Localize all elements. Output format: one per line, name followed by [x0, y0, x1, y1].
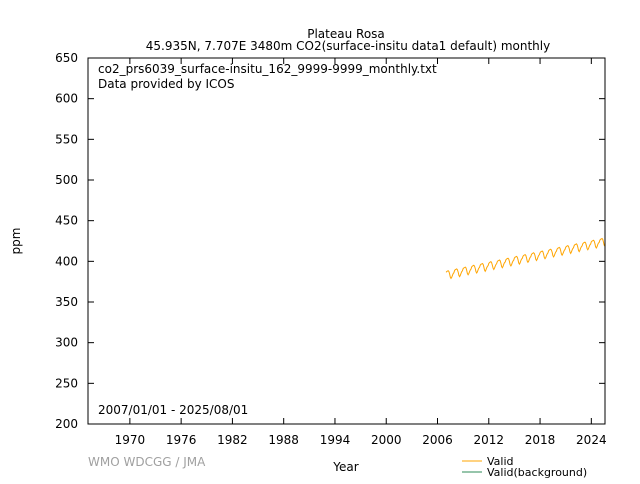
chart-title: Plateau Rosa [307, 27, 385, 41]
x-tick-label: 2012 [474, 433, 505, 447]
provider-label: Data provided by ICOS [98, 77, 234, 91]
y-axis-label: ppm [9, 228, 23, 255]
y-tick-label: 500 [55, 173, 78, 187]
x-tick-label: 1994 [320, 433, 351, 447]
x-tick-label: 2000 [371, 433, 402, 447]
y-tick-label: 350 [55, 295, 78, 309]
y-axis: 200 250 300 350 400 450 500 550 600 650 [55, 51, 605, 431]
y-tick-label: 450 [55, 214, 78, 228]
legend-label-valid-background: Valid(background) [487, 466, 587, 479]
x-tick-label: 1976 [166, 433, 197, 447]
plot-frame [87, 57, 606, 425]
chart-subtitle: 45.935N, 7.707E 3480m CO2(surface-insitu… [146, 39, 550, 53]
legend-label-valid: Valid [487, 455, 514, 468]
y-tick-label: 600 [55, 92, 78, 106]
series-line-valid [445, 237, 606, 280]
y-tick-label: 300 [55, 336, 78, 350]
y-tick-label: 400 [55, 254, 78, 268]
x-tick-label: 1982 [217, 433, 248, 447]
x-tick-label: 2024 [576, 433, 607, 447]
x-tick-label: 2018 [525, 433, 556, 447]
x-tick-label: 1988 [268, 433, 299, 447]
y-tick-label: 200 [55, 417, 78, 431]
date-range-label: 2007/01/01 - 2025/08/01 [98, 403, 248, 417]
y-tick-label: 650 [55, 51, 78, 65]
plot-lines [445, 237, 606, 280]
y-tick-label: 250 [55, 376, 78, 390]
y-tick-label: 550 [55, 132, 78, 146]
watermark: WMO WDCGG / JMA [88, 455, 206, 469]
x-tick-label: 1970 [115, 433, 146, 447]
filename-label: co2_prs6039_surface-insitu_162_9999-9999… [98, 62, 437, 76]
x-tick-label: 2006 [422, 433, 453, 447]
x-axis: 1970 1976 1982 1988 1994 2000 2006 2012 2018 2024 [115, 58, 607, 447]
x-axis-label: Year [332, 460, 358, 474]
legend: Valid Valid(background) [462, 455, 587, 479]
